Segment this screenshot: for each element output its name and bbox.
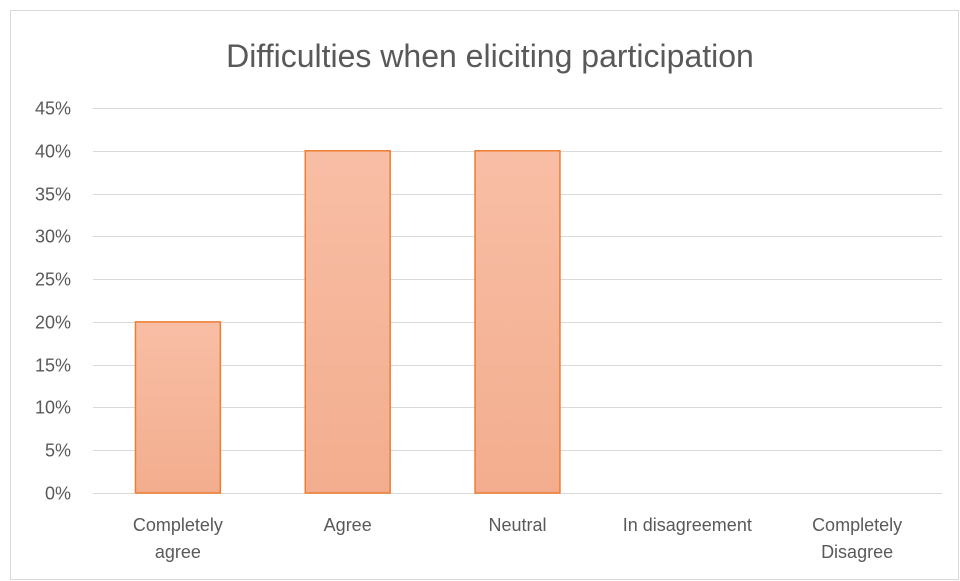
y-tick-label: 10%: [35, 398, 71, 418]
x-category-label: Completely Disagree: [812, 515, 902, 562]
y-tick-label: 40%: [35, 142, 71, 162]
chart-title: Difficulties when eliciting participatio…: [226, 38, 754, 74]
y-tick-label: 15%: [35, 356, 71, 376]
y-tick-label: 30%: [35, 227, 71, 247]
y-tick-label: 5%: [45, 441, 71, 461]
bar: [134, 321, 222, 494]
y-tick-label: 45%: [35, 99, 71, 119]
bar: [304, 150, 391, 494]
x-category-label: In disagreement: [623, 515, 752, 535]
y-tick-label: 0%: [45, 484, 71, 504]
x-axis-labels: Completely agree Agree Neutral In disagreeme…: [133, 515, 902, 562]
y-tick-label: 20%: [35, 313, 71, 333]
x-category-label: Neutral: [488, 515, 546, 535]
bars: [134, 150, 561, 494]
y-tick-label: 25%: [35, 270, 71, 290]
x-category-label: Agree: [324, 515, 372, 535]
y-tick-label: 35%: [35, 185, 71, 205]
x-category-label: Completely agree: [133, 515, 223, 562]
y-axis-ticks: 0% 5% 10% 15% 20% 25% 30% 35% 40% 45%: [35, 99, 71, 504]
bar: [474, 150, 561, 494]
